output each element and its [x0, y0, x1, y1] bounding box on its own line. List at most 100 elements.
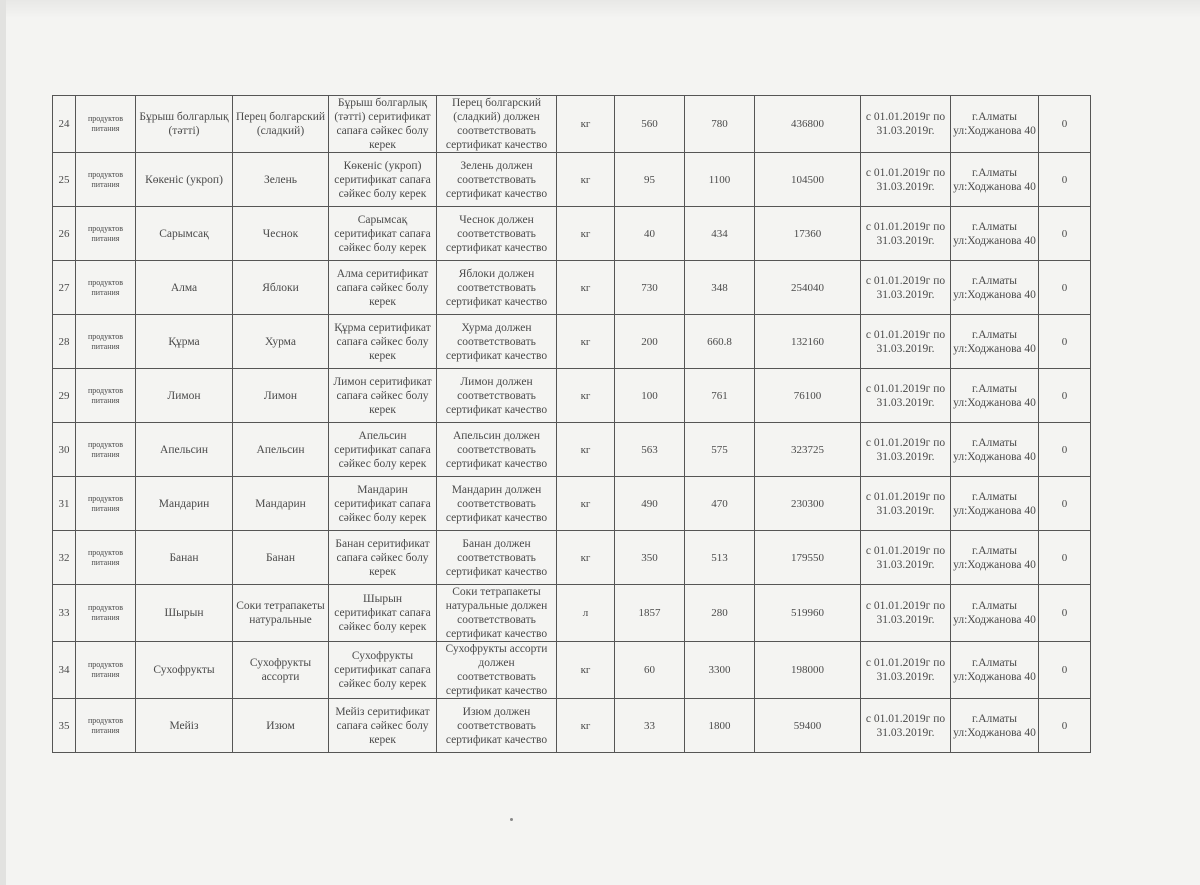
row-number-cell: 33	[52, 584, 76, 642]
row-number-cell: 30	[52, 422, 76, 477]
name-kz-cell: Шырын	[135, 584, 233, 642]
name-kz-cell: Апельсин	[135, 422, 233, 477]
table-row: 35 продуктов питания Мейіз Изюм Мейіз серити…	[52, 698, 1091, 753]
delivery-place-cell: г.Алматы ул:Ходжанова 40	[950, 314, 1039, 369]
name-ru-cell: Мандарин	[232, 476, 329, 531]
price-cell: 348	[684, 260, 755, 315]
category-cell: продуктов питания	[75, 584, 136, 642]
row-number-cell: 31	[52, 476, 76, 531]
delivery-place-cell: г.Алматы ул:Ходжанова 40	[950, 368, 1039, 423]
category-cell: продуктов питания	[75, 641, 136, 699]
quantity-cell: 730	[614, 260, 685, 315]
unit-cell: кг	[556, 530, 615, 585]
row-number-cell: 29	[52, 368, 76, 423]
delivery-period-cell: с 01.01.2019г по 31.03.2019г.	[860, 641, 951, 699]
sum-cell: 436800	[754, 95, 861, 153]
price-cell: 575	[684, 422, 755, 477]
category-cell: продуктов питания	[75, 476, 136, 531]
delivery-period-cell: с 01.01.2019г по 31.03.2019г.	[860, 476, 951, 531]
advance-percent-cell: 0	[1038, 206, 1091, 261]
sum-cell: 254040	[754, 260, 861, 315]
name-kz-cell: Лимон	[135, 368, 233, 423]
sum-cell: 104500	[754, 152, 861, 207]
category-cell: продуктов питания	[75, 260, 136, 315]
category-cell: продуктов питания	[75, 422, 136, 477]
table-row: 25 продуктов питания Көкеніс (укроп) Зелень…	[52, 152, 1091, 207]
spec-kz-cell: Алма серитификат сапаға сәйкес болу кере…	[328, 260, 437, 315]
advance-percent-cell: 0	[1038, 422, 1091, 477]
advance-percent-cell: 0	[1038, 95, 1091, 153]
procurement-table: 24 продуктов питания Бұрыш болгарлық (тәтт…	[52, 95, 1091, 753]
unit-cell: кг	[556, 260, 615, 315]
table-row: 34 продуктов питания Сухофрукты Сухофрукты …	[52, 641, 1091, 699]
name-kz-cell: Мейіз	[135, 698, 233, 753]
category-cell: продуктов питания	[75, 368, 136, 423]
table-row: 26 продуктов питания Сарымсақ Чеснок Сарымса…	[52, 206, 1091, 261]
delivery-period-cell: с 01.01.2019г по 31.03.2019г.	[860, 260, 951, 315]
advance-percent-cell: 0	[1038, 260, 1091, 315]
quantity-cell: 350	[614, 530, 685, 585]
spec-ru-cell: Апельсин должен соответствовать сертифик…	[436, 422, 557, 477]
price-cell: 434	[684, 206, 755, 261]
category-cell: продуктов питания	[75, 95, 136, 153]
unit-cell: кг	[556, 206, 615, 261]
advance-percent-cell: 0	[1038, 698, 1091, 753]
row-number-cell: 25	[52, 152, 76, 207]
category-cell: продуктов питания	[75, 206, 136, 261]
table-row: 28 продуктов питания Құрма Хурма Құрма серит…	[52, 314, 1091, 369]
spec-kz-cell: Көкеніс (укроп) серитификат сапаға сәйке…	[328, 152, 437, 207]
spec-ru-cell: Сухофрукты ассорти должен соответствоват…	[436, 641, 557, 699]
category-cell: продуктов питания	[75, 698, 136, 753]
name-kz-cell: Сарымсақ	[135, 206, 233, 261]
spec-kz-cell: Сарымсақ серитификат сапаға сәйкес болу …	[328, 206, 437, 261]
quantity-cell: 490	[614, 476, 685, 531]
unit-cell: кг	[556, 698, 615, 753]
name-ru-cell: Хурма	[232, 314, 329, 369]
quantity-cell: 563	[614, 422, 685, 477]
advance-percent-cell: 0	[1038, 152, 1091, 207]
delivery-place-cell: г.Алматы ул:Ходжанова 40	[950, 641, 1039, 699]
quantity-cell: 200	[614, 314, 685, 369]
quantity-cell: 560	[614, 95, 685, 153]
delivery-period-cell: с 01.01.2019г по 31.03.2019г.	[860, 530, 951, 585]
unit-cell: кг	[556, 476, 615, 531]
table-row: 29 продуктов питания Лимон Лимон Лимон серит…	[52, 368, 1091, 423]
unit-cell: кг	[556, 422, 615, 477]
quantity-cell: 100	[614, 368, 685, 423]
quantity-cell: 40	[614, 206, 685, 261]
quantity-cell: 95	[614, 152, 685, 207]
row-number-cell: 24	[52, 95, 76, 153]
price-cell: 761	[684, 368, 755, 423]
unit-cell: кг	[556, 641, 615, 699]
sum-cell: 230300	[754, 476, 861, 531]
price-cell: 280	[684, 584, 755, 642]
spec-ru-cell: Зелень должен соответствовать сертификат…	[436, 152, 557, 207]
name-kz-cell: Бұрыш болгарлық (тәтті)	[135, 95, 233, 153]
sum-cell: 323725	[754, 422, 861, 477]
delivery-place-cell: г.Алматы ул:Ходжанова 40	[950, 206, 1039, 261]
advance-percent-cell: 0	[1038, 368, 1091, 423]
delivery-period-cell: с 01.01.2019г по 31.03.2019г.	[860, 368, 951, 423]
category-cell: продуктов питания	[75, 530, 136, 585]
price-cell: 780	[684, 95, 755, 153]
category-cell: продуктов питания	[75, 314, 136, 369]
spec-ru-cell: Хурма должен соответствовать сертификат …	[436, 314, 557, 369]
delivery-period-cell: с 01.01.2019г по 31.03.2019г.	[860, 95, 951, 153]
sum-cell: 132160	[754, 314, 861, 369]
spec-kz-cell: Құрма серитификат сапаға сәйкес болу кер…	[328, 314, 437, 369]
name-kz-cell: Құрма	[135, 314, 233, 369]
spec-ru-cell: Чеснок должен соответствовать сертификат…	[436, 206, 557, 261]
name-ru-cell: Изюм	[232, 698, 329, 753]
name-kz-cell: Алма	[135, 260, 233, 315]
sum-cell: 76100	[754, 368, 861, 423]
name-ru-cell: Банан	[232, 530, 329, 585]
quantity-cell: 1857	[614, 584, 685, 642]
spec-ru-cell: Лимон должен соответствовать сертификат …	[436, 368, 557, 423]
sum-cell: 519960	[754, 584, 861, 642]
name-ru-cell: Перец болгарский (сладкий)	[232, 95, 329, 153]
sum-cell: 179550	[754, 530, 861, 585]
sum-cell: 59400	[754, 698, 861, 753]
spec-kz-cell: Лимон серитификат сапаға сәйкес болу кер…	[328, 368, 437, 423]
table-row: 24 продуктов питания Бұрыш болгарлық (тәтт…	[52, 95, 1091, 153]
spec-ru-cell: Соки тетрапакеты натуральные должен соот…	[436, 584, 557, 642]
